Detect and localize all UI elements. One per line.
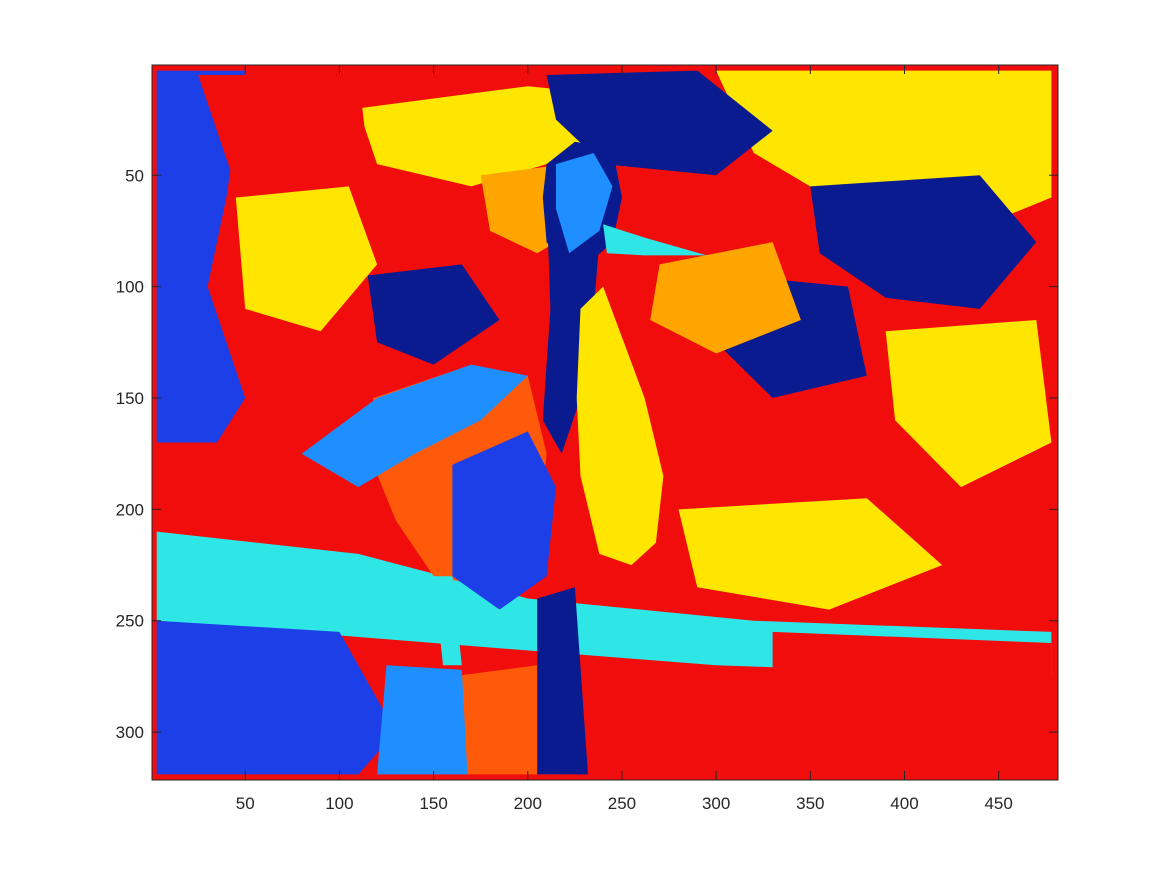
x-tick-label: 300 [702,794,730,813]
region-navy-blob-left [367,264,500,365]
x-tick-label: 200 [514,794,542,813]
region-bird-beak-cyan [603,224,707,256]
region-yellow-blob-left [235,186,378,332]
x-tick-label: 350 [796,794,824,813]
region-bird-breast-yellow [576,286,664,566]
x-tick-label: 450 [984,794,1012,813]
x-axis: 50 100 150 200 250 300 350 400 450 [236,65,1013,813]
region-water-yellow-mid [678,498,943,610]
region-bird-head-skyblue [556,153,613,254]
region-water-red-right [772,631,1052,775]
region-water-skyblue-bottom [377,665,468,775]
y-tick-label: 200 [116,500,144,519]
y-tick-label: 250 [116,612,144,631]
region-navy-blob-right-1 [810,175,1037,309]
y-tick-label: 150 [116,389,144,408]
y-tick-label: 50 [125,166,144,185]
x-tick-label: 150 [419,794,447,813]
x-tick-label: 100 [325,794,353,813]
y-tick-label: 100 [116,278,144,297]
clustered-image [152,65,1058,780]
region-sky-blue-band [156,70,246,443]
x-tick-label: 250 [608,794,636,813]
y-axis: 50 100 150 200 250 300 [116,166,1058,742]
region-bird-reflection-navy [537,587,588,775]
region-yellow-blob-mid-right [885,320,1052,488]
region-bird-legs-cyan [433,576,462,666]
x-tick-label: 50 [236,794,255,813]
region-bird-wing-skyblue [301,364,528,488]
region-water-orange-bottom [452,665,556,775]
x-tick-label: 400 [890,794,918,813]
region-bird-body-blue [452,431,556,610]
region-water-blue-left [156,620,396,775]
region-orange-blob-right [650,242,801,354]
y-tick-label: 300 [116,723,144,742]
axes-frame [151,64,1059,781]
region-upper-red-left [198,75,368,198]
